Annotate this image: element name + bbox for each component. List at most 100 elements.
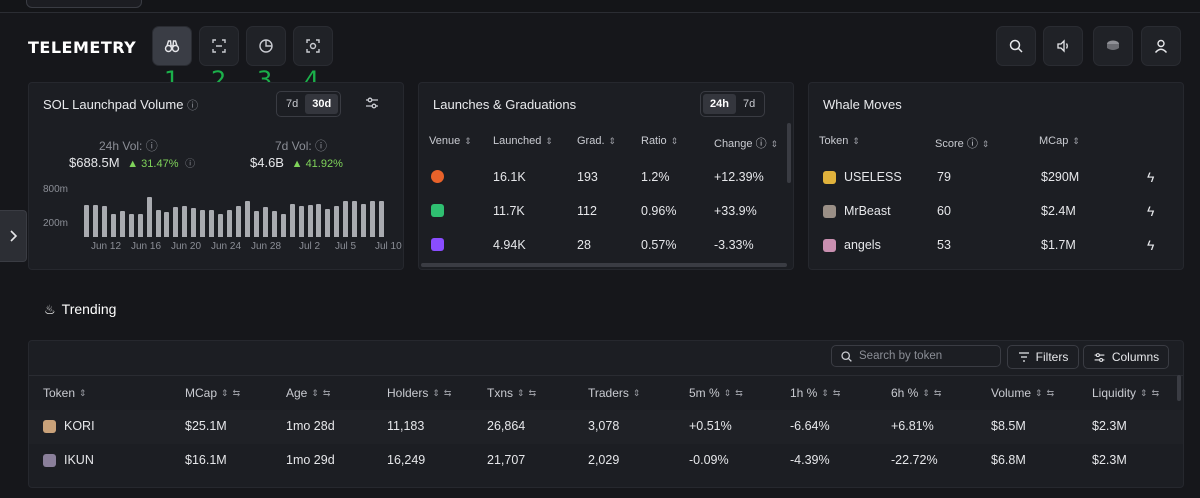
lightning-icon[interactable]: ϟ xyxy=(1147,203,1155,219)
volume-bar[interactable] xyxy=(379,201,385,237)
volume-bar[interactable] xyxy=(164,212,170,237)
column-filter-icon[interactable]: ⇆ xyxy=(528,388,537,399)
volume-bar[interactable] xyxy=(155,209,161,237)
volume-bar[interactable] xyxy=(200,210,206,237)
binoculars-button[interactable] xyxy=(152,26,192,66)
pie-chart-button[interactable] xyxy=(246,26,286,66)
volume-bar[interactable] xyxy=(182,206,188,237)
col-1h-[interactable]: 1h % ⇕ ⇆ xyxy=(790,386,840,400)
lightning-icon[interactable]: ϟ xyxy=(1147,169,1155,185)
volume-bar[interactable] xyxy=(218,213,224,237)
volume-bar[interactable] xyxy=(173,207,179,237)
column-filter-icon[interactable]: ⇆ xyxy=(232,388,241,399)
volume-bar[interactable] xyxy=(343,201,349,237)
volume-bar[interactable] xyxy=(316,203,322,237)
volume-bar[interactable] xyxy=(84,204,89,237)
volume-bar[interactable] xyxy=(191,207,197,237)
volume-bar[interactable] xyxy=(146,196,152,237)
volume-bar[interactable] xyxy=(244,201,250,237)
col-liquidity[interactable]: Liquidity ⇕ ⇆ xyxy=(1092,386,1159,400)
column-filter-icon[interactable]: ⇆ xyxy=(1046,388,1055,399)
horizontal-scrollbar[interactable] xyxy=(421,263,787,267)
volume-bar[interactable] xyxy=(253,210,259,237)
column-filter-icon[interactable]: ⇆ xyxy=(322,388,331,399)
col-token[interactable]: Token ⇕ xyxy=(43,386,87,400)
sidebar-expand-button[interactable] xyxy=(0,210,27,262)
lightning-icon[interactable]: ϟ xyxy=(1147,237,1155,253)
volume-card: SOL Launchpad Volume ⓘ 7d 30d 24h Vol: ⓘ… xyxy=(28,82,404,270)
col-age[interactable]: Age ⇕ ⇆ xyxy=(286,386,330,400)
scan-eye-button[interactable] xyxy=(293,26,333,66)
col-6h-[interactable]: 6h % ⇕ ⇆ xyxy=(891,386,941,400)
col-score[interactable]: Score ⓘ ⇕ xyxy=(935,135,989,151)
volume-bar[interactable] xyxy=(307,204,313,237)
col-change[interactable]: Change ⓘ ⇕ xyxy=(714,135,778,151)
col-traders[interactable]: Traders ⇕ xyxy=(588,386,640,400)
col-mcap[interactable]: MCap ⇕ ⇆ xyxy=(185,386,240,400)
col-venue[interactable]: Venue ⇕ xyxy=(429,135,472,147)
col-token[interactable]: Token ⇕ xyxy=(819,135,860,147)
tab-7d[interactable]: 7d xyxy=(286,98,299,110)
volume-bar[interactable] xyxy=(325,208,331,237)
col-holders[interactable]: Holders ⇕ ⇆ xyxy=(387,386,451,400)
scan-button[interactable] xyxy=(199,26,239,66)
sort-icon: ⇕ xyxy=(432,388,440,399)
vertical-scrollbar[interactable] xyxy=(1177,375,1181,401)
column-filter-icon[interactable]: ⇆ xyxy=(735,388,743,399)
volume-bar[interactable] xyxy=(298,206,304,237)
volume-bar[interactable] xyxy=(262,207,268,237)
column-filter-icon[interactable]: ⇆ xyxy=(443,388,452,399)
mcap-cell: $290M xyxy=(1041,170,1080,184)
col-ratio-text: Ratio xyxy=(641,135,667,147)
volume-bar[interactable] xyxy=(227,210,233,237)
volume-bar[interactable] xyxy=(289,203,295,237)
h1-cell: -4.39% xyxy=(790,453,830,467)
volume-bar[interactable] xyxy=(361,203,367,237)
column-filter-icon[interactable]: ⇆ xyxy=(933,388,942,399)
m5-cell: -0.09% xyxy=(689,453,729,467)
volume-bar[interactable] xyxy=(119,211,125,237)
h1-cell: -6.64% xyxy=(790,419,830,433)
volume-bar[interactable] xyxy=(110,213,116,237)
wallet-button[interactable] xyxy=(1093,26,1133,66)
volume-bar[interactable] xyxy=(101,206,107,237)
column-filter-icon[interactable]: ⇆ xyxy=(832,388,841,399)
col-5m-[interactable]: 5m % ⇕ ⇆ xyxy=(689,386,743,400)
search-input[interactable]: Search by token xyxy=(831,345,1001,367)
x-tick-label: Jul 10 xyxy=(375,241,402,252)
volume-bar[interactable] xyxy=(334,206,340,237)
col-change-text: Change xyxy=(714,138,753,150)
liquidity-cell: $2.3M xyxy=(1092,453,1127,467)
age-cell: 1mo 28d xyxy=(286,419,335,433)
tab-30d[interactable]: 30d xyxy=(305,94,339,114)
col-txns[interactable]: Txns ⇕ ⇆ xyxy=(487,386,536,400)
column-header-text: MCap xyxy=(185,386,218,400)
tab-7d[interactable]: 7d xyxy=(742,98,756,110)
volume-bar[interactable] xyxy=(137,214,143,237)
volume-bar[interactable] xyxy=(370,201,376,237)
col-volume[interactable]: Volume ⇕ ⇆ xyxy=(991,386,1054,400)
grad-cell: 112 xyxy=(577,204,597,218)
columns-button[interactable]: Columns xyxy=(1083,345,1169,369)
col-launched[interactable]: Launched ⇕ xyxy=(493,135,553,147)
volume-bar[interactable] xyxy=(236,206,241,237)
sort-icon: ⇕ xyxy=(1072,135,1080,146)
volume-bar[interactable] xyxy=(209,209,215,237)
column-filter-icon[interactable]: ⇆ xyxy=(1151,388,1160,399)
browser-tab[interactable] xyxy=(26,0,142,8)
account-button[interactable] xyxy=(1141,26,1181,66)
col-mcap[interactable]: MCap ⇕ xyxy=(1039,135,1080,147)
vertical-scrollbar[interactable] xyxy=(787,123,791,183)
search-button[interactable] xyxy=(996,26,1036,66)
volume-bar[interactable] xyxy=(280,214,286,237)
filters-button[interactable]: Filters xyxy=(1007,345,1079,369)
col-ratio[interactable]: Ratio ⇕ xyxy=(641,135,678,147)
volume-bar[interactable] xyxy=(128,213,134,237)
volume-button[interactable] xyxy=(1043,26,1083,66)
volume-bar[interactable] xyxy=(352,201,358,237)
volume-bar[interactable] xyxy=(92,204,98,237)
volume-bar[interactable] xyxy=(271,210,277,237)
col-grad[interactable]: Grad. ⇕ xyxy=(577,135,616,147)
settings-sliders-button[interactable] xyxy=(364,95,380,116)
tab-24h[interactable]: 24h xyxy=(703,94,736,114)
